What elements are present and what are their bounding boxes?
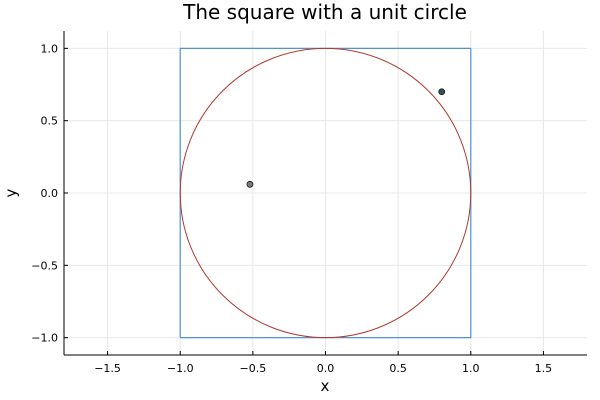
- x-tick-label: 0.5: [389, 362, 407, 375]
- x-tick-label: −0.5: [240, 362, 267, 375]
- y-tick-label: 0.0: [41, 187, 59, 200]
- chart-title: The square with a unit circle: [182, 0, 467, 24]
- x-axis-label: x: [321, 377, 330, 395]
- square-outline: [179, 47, 472, 339]
- y-tick-label: −0.5: [31, 259, 58, 272]
- x-tick-label: 0.0: [317, 362, 335, 375]
- x-tick-label: −1.5: [94, 362, 121, 375]
- scatter-points: [246, 88, 446, 188]
- x-tick-label: −1.0: [167, 362, 194, 375]
- y-tick-label: −1.0: [31, 332, 58, 345]
- x-tick-label: 1.5: [535, 362, 553, 375]
- plot-area: [179, 47, 472, 339]
- unit-circle: [179, 47, 472, 339]
- grid: [64, 31, 587, 355]
- y-axis-label: y: [2, 188, 20, 197]
- y-tick-label: 1.0: [41, 42, 59, 55]
- y-tick-label: 0.5: [41, 115, 59, 128]
- x-tick-label: 1.0: [462, 362, 480, 375]
- scatter-point: [246, 180, 254, 188]
- axes: −1.5 −1.0 −0.5 0.0 0.5 1.0 1.5 1.0 0.5 0.0 −0.5 −1.…: [31, 31, 587, 375]
- scatter-point: [438, 88, 446, 96]
